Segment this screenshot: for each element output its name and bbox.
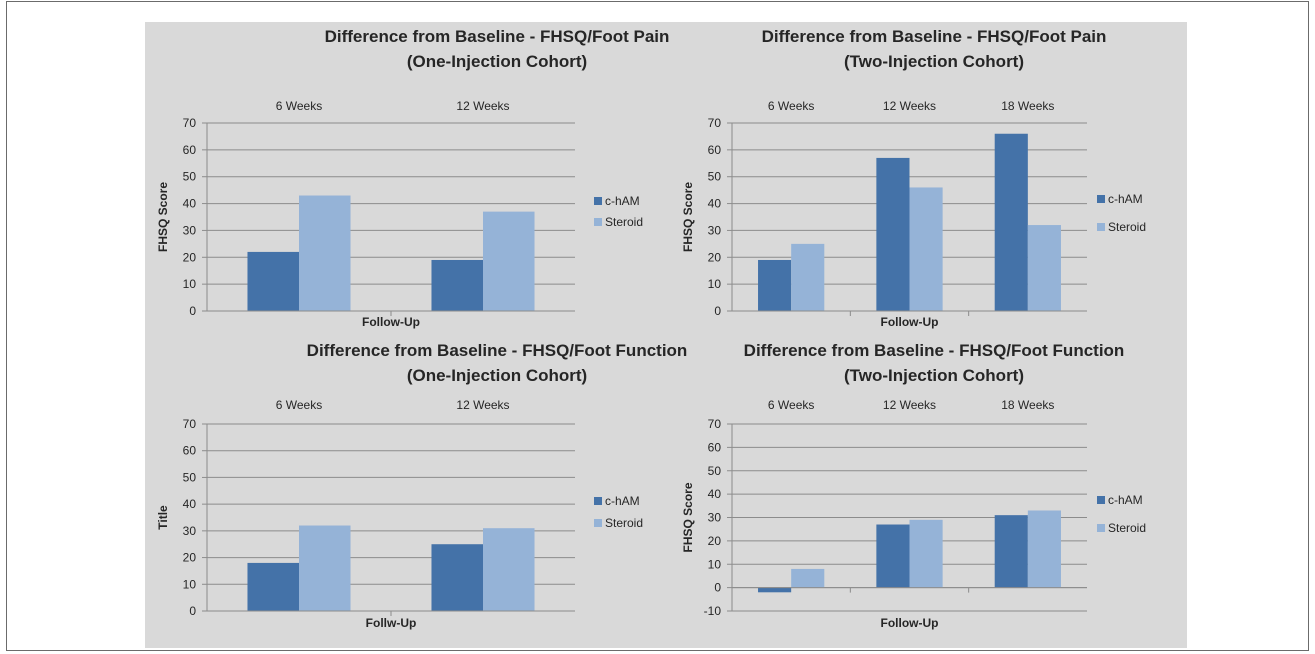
chart-foot-pain-two-injection: Difference from Baseline - FHSQ/Foot Pai… (681, 27, 1146, 329)
chart-subtitle: (One-Injection Cohort) (407, 366, 587, 385)
legend-label: Steroid (605, 516, 643, 530)
category-label: 12 Weeks (456, 398, 509, 412)
legend-swatch (1097, 496, 1105, 504)
y-tick-label: 20 (708, 534, 722, 548)
bar-c-ham (876, 524, 910, 588)
y-tick-label: 20 (708, 250, 722, 264)
y-tick-label: 60 (183, 444, 197, 458)
y-tick-label: 50 (183, 470, 197, 484)
legend-label: c-hAM (605, 494, 640, 508)
legend-label: c-hAM (1108, 192, 1143, 206)
chart-foot-pain-one-injection: Difference from Baseline - FHSQ/Foot Pai… (156, 27, 670, 329)
x-axis-label: Follow-Up (362, 315, 420, 329)
legend-swatch (594, 218, 602, 226)
bar-c-ham (994, 515, 1028, 588)
chart-subtitle: (Two-Injection Cohort) (844, 366, 1024, 385)
bar-c-ham (247, 562, 299, 611)
x-axis-label: Follow-Up (881, 616, 939, 630)
y-axis-label: Title (156, 505, 170, 530)
y-axis-label: FHSQ Score (681, 182, 695, 252)
y-tick-label: 0 (189, 604, 196, 618)
category-label: 6 Weeks (768, 99, 814, 113)
legend-label: Steroid (605, 215, 643, 229)
y-tick-label: 70 (708, 116, 722, 130)
bar-steroid (483, 528, 535, 611)
y-tick-label: 70 (183, 417, 197, 431)
y-axis-label: FHSQ Score (156, 182, 170, 252)
category-label: 6 Weeks (276, 398, 322, 412)
category-label: 18 Weeks (1001, 99, 1054, 113)
bar-steroid (299, 525, 351, 611)
legend-swatch (1097, 223, 1105, 231)
y-tick-label: 40 (183, 197, 197, 211)
y-tick-label: 10 (708, 277, 722, 291)
chart-foot-function-one-injection: Difference from Baseline - FHSQ/Foot Fun… (156, 341, 688, 630)
bar-steroid (791, 568, 825, 588)
y-tick-label: 0 (714, 304, 721, 318)
x-axis-label: Follow-Up (881, 315, 939, 329)
x-axis-label: Follw-Up (366, 616, 417, 630)
bar-c-ham (758, 259, 792, 311)
category-label: 18 Weeks (1001, 398, 1054, 412)
y-tick-label: 70 (708, 417, 722, 431)
category-label: 12 Weeks (883, 398, 936, 412)
y-tick-label: 50 (708, 464, 722, 478)
chart-title: Difference from Baseline - FHSQ/Foot Fun… (744, 341, 1125, 360)
bar-c-ham (431, 544, 483, 611)
y-tick-label: 50 (708, 170, 722, 184)
category-label: 6 Weeks (768, 398, 814, 412)
bar-steroid (1027, 510, 1061, 588)
y-tick-label: 10 (183, 577, 197, 591)
y-axis-label: FHSQ Score (681, 482, 695, 552)
y-tick-label: 30 (708, 511, 722, 525)
bar-steroid (909, 519, 943, 588)
chart-title: Difference from Baseline - FHSQ/Foot Pai… (762, 27, 1107, 46)
legend-swatch (1097, 524, 1105, 532)
bar-steroid (909, 187, 943, 311)
bar-c-ham (247, 251, 299, 311)
y-tick-label: 30 (183, 524, 197, 538)
bar-c-ham (994, 133, 1028, 311)
y-tick-label: 0 (714, 581, 721, 595)
y-tick-label: 20 (183, 551, 197, 565)
y-tick-label: 40 (183, 497, 197, 511)
y-tick-label: 60 (708, 440, 722, 454)
legend-label: c-hAM (1108, 493, 1143, 507)
category-label: 6 Weeks (276, 99, 322, 113)
bar-steroid (483, 211, 535, 311)
y-tick-label: 40 (708, 487, 722, 501)
y-tick-label: 30 (708, 223, 722, 237)
bar-c-ham (876, 157, 910, 311)
y-tick-label: 10 (708, 557, 722, 571)
y-tick-label: 0 (189, 304, 196, 318)
y-tick-label: 10 (183, 277, 197, 291)
y-tick-label: 60 (708, 143, 722, 157)
y-tick-label: 30 (183, 223, 197, 237)
bar-c-ham (758, 587, 792, 593)
category-label: 12 Weeks (883, 99, 936, 113)
bar-steroid (299, 195, 351, 311)
legend-swatch (594, 197, 602, 205)
legend-label: Steroid (1108, 220, 1146, 234)
y-tick-label: 40 (708, 197, 722, 211)
legend-swatch (594, 519, 602, 527)
y-tick-label: 60 (183, 143, 197, 157)
category-label: 12 Weeks (456, 99, 509, 113)
chart-foot-function-two-injection: Difference from Baseline - FHSQ/Foot Fun… (681, 341, 1146, 630)
chart-title: Difference from Baseline - FHSQ/Foot Pai… (325, 27, 670, 46)
bar-steroid (791, 243, 825, 311)
legend-label: Steroid (1108, 521, 1146, 535)
y-tick-label: 50 (183, 170, 197, 184)
legend-label: c-hAM (605, 194, 640, 208)
y-tick-label: 70 (183, 116, 197, 130)
chart-subtitle: (Two-Injection Cohort) (844, 52, 1024, 71)
y-tick-label: -10 (704, 604, 722, 618)
legend-swatch (594, 497, 602, 505)
legend-swatch (1097, 195, 1105, 203)
y-tick-label: 20 (183, 250, 197, 264)
bar-c-ham (431, 259, 483, 311)
chart-subtitle: (One-Injection Cohort) (407, 52, 587, 71)
bar-steroid (1027, 225, 1061, 311)
chart-title: Difference from Baseline - FHSQ/Foot Fun… (307, 341, 688, 360)
